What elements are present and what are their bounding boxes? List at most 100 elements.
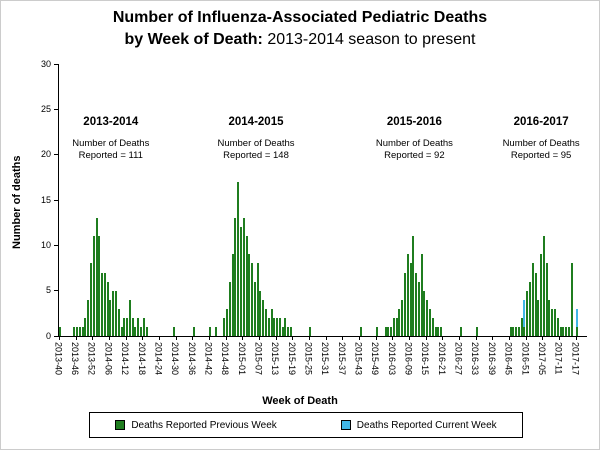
x-axis-tick [325,336,327,340]
bar-previous-week [262,299,265,336]
bar-previous-week [259,290,262,336]
x-tick-label: 2014-06 [103,342,114,376]
bar-previous-week [87,299,90,336]
bar-previous-week [137,317,140,336]
bar-previous-week [529,281,532,336]
bar-previous-week [106,281,109,336]
x-axis-tick [142,336,144,340]
bar-previous-week [534,272,537,336]
y-axis-tick [54,108,58,110]
x-axis-tick [158,336,160,340]
x-axis-tick [225,336,227,340]
x-axis-tick [392,336,394,340]
bar-previous-week [509,326,512,336]
bar-previous-week [517,326,520,336]
x-tick-label: 2015-25 [303,342,314,376]
bar-previous-week [551,308,554,336]
x-tick-label: 2014-12 [120,342,131,376]
legend-swatch-previous-week [115,420,126,430]
bar-previous-week [559,326,562,336]
bar-previous-week [126,317,129,336]
bar-previous-week [440,326,443,336]
x-tick-label: 2015-01 [236,342,247,376]
season-annotation-line1: Number of Deaths [502,138,580,149]
bar-previous-week [515,326,518,336]
bar-previous-week [562,326,565,336]
x-tick-label: 2014-24 [153,342,164,376]
x-tick-label: 2016-27 [453,342,464,376]
bar-current-week [576,308,579,327]
bar-previous-week [376,326,379,336]
y-axis-tick [54,244,58,246]
bar-previous-week [392,317,395,336]
season-annotation-line2: Reported = 111 [78,150,143,161]
y-axis-tick [54,335,58,337]
bar-previous-week [278,317,281,336]
x-tick-label: 2015-49 [370,342,381,376]
bar-previous-week [417,281,420,336]
bar-previous-week [234,218,237,336]
bar-previous-week [567,326,570,336]
bar-previous-week [398,308,401,336]
bar-previous-week [390,326,393,336]
y-axis-tick [54,290,58,292]
x-tick-label: 2016-39 [486,342,497,376]
x-tick-label: 2016-21 [436,342,447,376]
bar-previous-week [59,326,62,336]
x-axis-tick [542,336,544,340]
bar-previous-week [395,317,398,336]
bar-previous-week [73,326,76,336]
bar-previous-week [78,326,81,336]
x-axis-tick [492,336,494,340]
bar-previous-week [531,263,534,336]
bar-previous-week [256,263,259,336]
bar-previous-week [242,218,245,336]
x-tick-label: 2017-11 [553,342,564,375]
x-axis-tick [192,336,194,340]
season-annotation: 2016-2017 Number of Deaths Reported = 95 [503,116,580,162]
bar-previous-week [117,308,120,336]
x-tick-label: 2016-45 [503,342,514,376]
x-tick-label: 2015-13 [270,342,281,376]
bar-previous-week [384,326,387,336]
bar-previous-week [240,227,243,336]
plot-area [58,64,587,337]
bar-previous-week [556,317,559,336]
chart-title-line2: by Week of Death: 2013-2014 season to pr… [1,31,599,49]
bar-previous-week [267,317,270,336]
x-tick-label: 2016-15 [420,342,431,376]
bar-previous-week [403,272,406,336]
bar-previous-week [565,326,568,336]
chart-title-line2-rest: 2013-2014 season to present [262,31,476,48]
x-axis-tick [208,336,210,340]
x-tick-label: 2016-33 [470,342,481,376]
x-tick-label: 2017-05 [536,342,547,376]
x-axis-tick [92,336,94,340]
season-annotation: 2013-2014 Number of Deaths Reported = 111 [72,116,149,162]
bar-previous-week [92,236,95,336]
x-axis-tick [375,336,377,340]
x-axis-tick [292,336,294,340]
x-axis-tick [459,336,461,340]
x-axis-tick [258,336,260,340]
season-annotation-line1: Number of Deaths [72,138,150,149]
bar-previous-week [145,326,148,336]
legend-swatch-current-week [340,420,351,430]
bar-previous-week [570,263,573,336]
bar-previous-week [273,317,276,336]
x-tick-label: 2015-37 [336,342,347,376]
x-tick-label: 2016-51 [520,342,531,376]
y-axis-tick [54,63,58,65]
bar-previous-week [270,308,273,336]
x-axis-tick [359,336,361,340]
chart-title-line2-bold: by Week of Death: [124,31,263,48]
bar-current-week [523,299,526,327]
bar-previous-week [359,326,362,336]
bar-previous-week [548,299,551,336]
bar-previous-week [139,326,142,336]
bar-previous-week [228,281,231,336]
y-tick-label: 25 [40,103,51,114]
x-axis-label: Week of Death [262,395,338,407]
season-annotation-title: 2016-2017 [513,116,569,128]
bar-previous-week [173,326,176,336]
